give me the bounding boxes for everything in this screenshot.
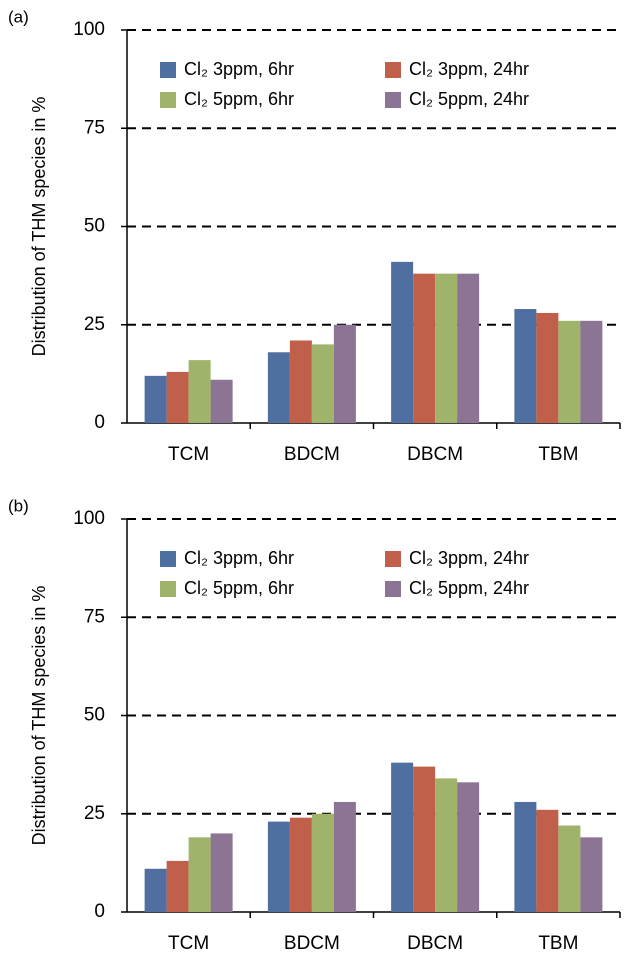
panel-label: (a) [8,7,29,26]
x-tick-label: TCM [168,444,209,465]
y-tick-label: 100 [73,19,105,40]
bar [580,320,603,423]
bar [580,837,603,912]
legend-swatch [160,62,176,78]
legend-swatch [160,581,176,597]
bar [435,778,458,912]
bar [188,360,211,423]
x-tick-label: TBM [538,933,578,954]
y-axis-title: Distribution of THM species in % [29,586,49,846]
bar [514,309,537,423]
legend-label: Cl₂ 3ppm, 24hr [409,548,529,568]
legend-label: Cl₂ 5ppm, 24hr [409,578,529,598]
legend-swatch [385,92,401,108]
bar [536,809,559,912]
bar [413,273,436,423]
bar [166,371,189,423]
y-tick-label: 25 [84,314,105,335]
bar [457,273,480,423]
y-tick-label: 100 [73,508,105,529]
bar [311,813,334,912]
legend-swatch [160,92,176,108]
bar [558,825,581,912]
bar [166,860,189,912]
x-tick-label: BDCM [284,933,340,954]
bar [558,320,581,423]
bar [413,766,436,912]
bar [267,821,290,912]
bar [435,273,458,423]
y-tick-label: 0 [94,901,105,922]
bar [267,352,290,423]
bar [210,379,233,423]
bar [311,344,334,423]
y-tick-label: 75 [84,606,105,627]
bar [144,375,167,423]
bar [188,837,211,912]
y-tick-label: 75 [84,117,105,138]
x-tick-label: DBCM [407,933,463,954]
legend-label: Cl₂ 5ppm, 24hr [409,89,529,109]
y-axis-title: Distribution of THM species in % [29,97,49,357]
legend-swatch [385,551,401,567]
bar [391,762,414,912]
legend-swatch [160,551,176,567]
y-tick-label: 0 [94,412,105,433]
bar [457,782,480,912]
bar [210,833,233,912]
x-tick-label: BDCM [284,444,340,465]
bar [391,261,414,423]
bar [333,801,356,912]
bar [289,340,312,423]
legend-label: Cl₂ 5ppm, 6hr [184,578,294,598]
panel-label: (b) [8,496,29,515]
bar [514,801,537,912]
bar [333,324,356,423]
y-tick-label: 50 [84,705,105,726]
legend-label: Cl₂ 3ppm, 24hr [409,59,529,79]
bar [289,817,312,912]
legend-label: Cl₂ 3ppm, 6hr [184,548,294,568]
x-tick-label: TBM [538,444,578,465]
y-tick-label: 50 [84,216,105,237]
legend-swatch [385,581,401,597]
x-tick-label: TCM [168,933,209,954]
legend-label: Cl₂ 3ppm, 6hr [184,59,294,79]
bar [144,868,167,912]
x-tick-label: DBCM [407,444,463,465]
y-tick-label: 25 [84,803,105,824]
legend-label: Cl₂ 5ppm, 6hr [184,89,294,109]
legend-swatch [385,62,401,78]
bar [536,312,559,423]
